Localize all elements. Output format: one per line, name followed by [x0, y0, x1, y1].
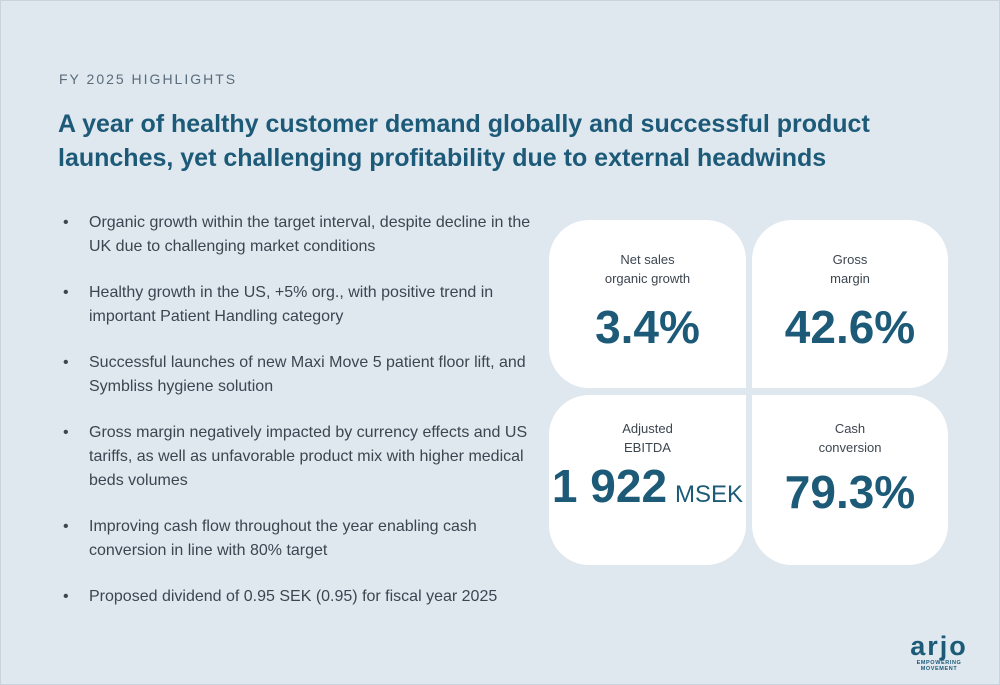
- highlights-list: • Organic growth within the target interv…: [63, 211, 533, 631]
- kpi-value: 79.3%: [784, 466, 916, 518]
- kpi-label: Net sales organic growth: [604, 252, 691, 286]
- kpi-value: 3.4%: [595, 301, 700, 353]
- list-item: • Proposed dividend of 0.95 SEK (0.95) fo…: [63, 585, 533, 609]
- bullet-text: Successful launches of new Maxi Move 5 p…: [89, 354, 526, 395]
- bullet-text: Gross margin negatively impacted by curr…: [89, 424, 528, 489]
- kpi-value: 1 922 MSEK: [551, 460, 744, 512]
- kpi-label: Adjusted EBITDA: [622, 421, 673, 455]
- bullet-text: Organic growth within the target interva…: [89, 214, 531, 255]
- logo-tagline: EMPOWERING MOVEMENT: [916, 660, 962, 672]
- section-eyebrow: FY 2025 HIGHLIGHTS: [59, 71, 238, 87]
- kpi-unit: MSEK: [675, 481, 744, 508]
- kpi-card-gross-margin: Gross margin 42.6%: [752, 220, 948, 388]
- list-item: • Successful launches of new Maxi Move 5 …: [63, 351, 533, 399]
- kpi-card-net-sales: Net sales organic growth 3.4%: [549, 220, 746, 388]
- bullet-icon: •: [63, 424, 69, 441]
- arjo-logo: arjo EMPOWERING MOVEMENT: [899, 632, 979, 672]
- kpi-card-cash-conversion: Cash conversion 79.3%: [752, 395, 948, 565]
- kpi-label: Gross margin: [830, 252, 870, 286]
- bullet-icon: •: [63, 518, 69, 535]
- list-item: • Improving cash flow throughout the year…: [63, 515, 533, 563]
- list-item: • Organic growth within the target interv…: [63, 211, 533, 259]
- bullet-icon: •: [63, 354, 69, 371]
- bullet-icon: •: [63, 214, 69, 231]
- bullet-icon: •: [63, 284, 69, 301]
- kpi-card-adjusted-ebitda: Adjusted EBITDA 1 922 MSEK: [549, 395, 746, 565]
- kpi-label: Cash conversion: [818, 421, 882, 455]
- logo-wordmark: arjo: [910, 631, 968, 661]
- kpi-value: 42.6%: [784, 301, 916, 353]
- bullet-text: Proposed dividend of 0.95 SEK (0.95) for…: [89, 588, 498, 605]
- list-item: • Gross margin negatively impacted by cur…: [63, 421, 533, 493]
- bullet-text: Healthy growth in the US, +5% org., with…: [89, 284, 494, 325]
- bullet-icon: •: [63, 588, 69, 605]
- slide-title: A year of healthy customer demand global…: [58, 110, 870, 172]
- bullet-text: Improving cash flow throughout the year …: [89, 518, 477, 559]
- list-item: • Healthy growth in the US, +5% org., wit…: [63, 281, 533, 329]
